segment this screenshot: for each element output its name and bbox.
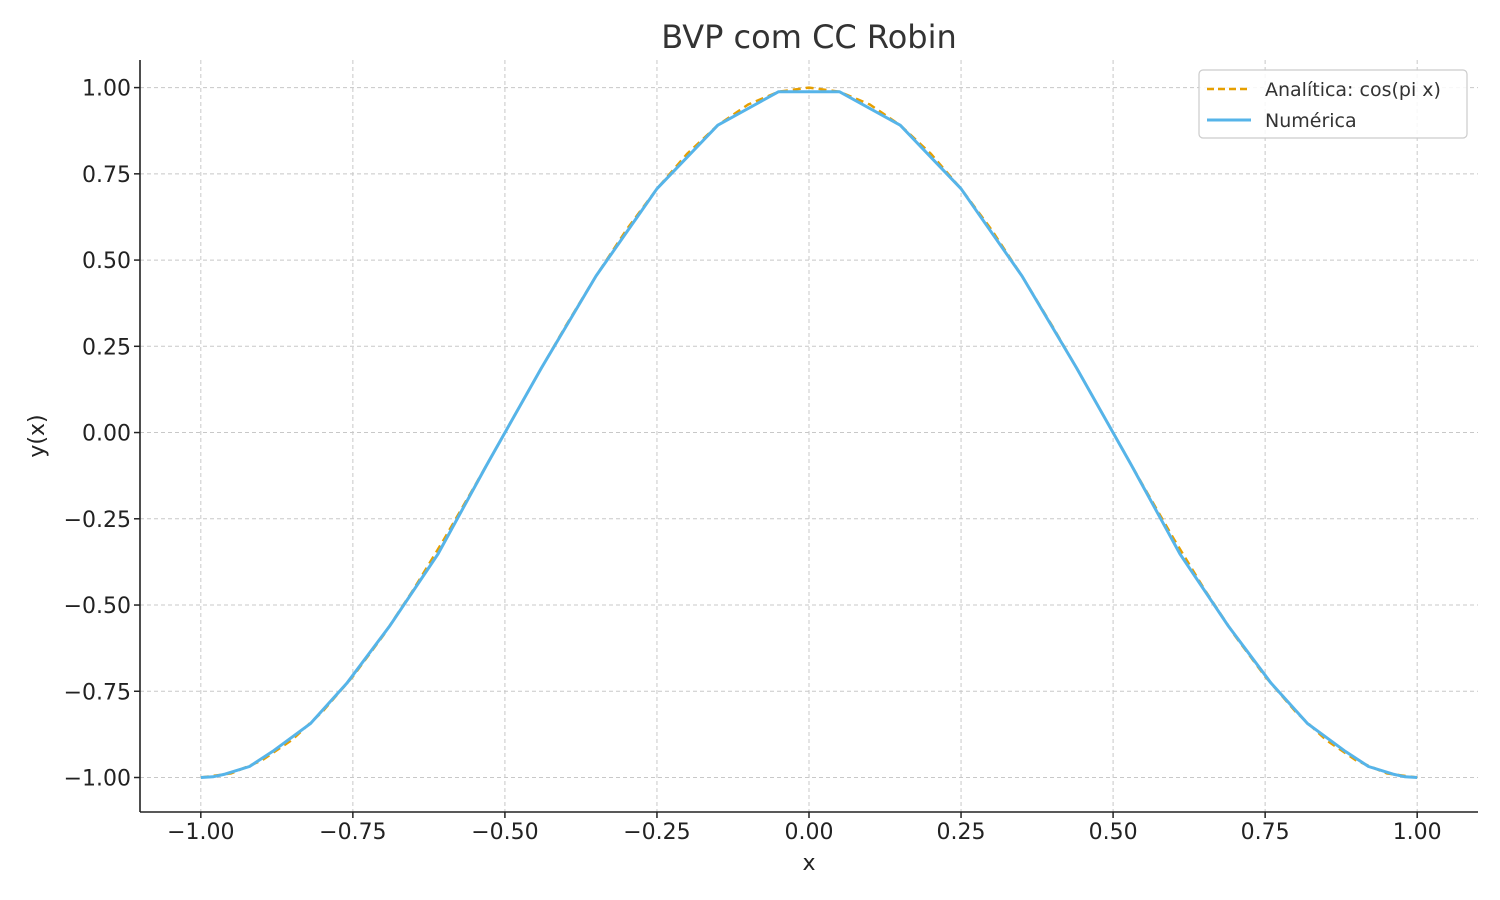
series-line-numerica: [200, 90, 1418, 779]
legend-label-numerica: Numérica: [1265, 110, 1357, 132]
legend-box: [1198, 69, 1468, 139]
y-tick-label: 0.50: [82, 249, 131, 274]
series-layer: [200, 86, 1418, 779]
y-tick-label: −0.75: [64, 680, 131, 705]
x-tick-label: 0.25: [937, 820, 986, 845]
y-axis-label: y(x): [25, 414, 50, 457]
y-tick-label: −1.00: [64, 767, 131, 792]
chart-title: BVP com CC Robin: [661, 18, 957, 56]
x-tick-label: 0.75: [1241, 820, 1290, 845]
x-tick-label: 1.00: [1393, 820, 1442, 845]
grid-lines: [140, 60, 1478, 812]
legend-label-analitica: Analítica: cos(pi x): [1265, 79, 1441, 101]
y-tick-label: 1.00: [82, 77, 131, 102]
x-tick-label: −0.75: [319, 820, 386, 845]
y-tick-label: −0.50: [64, 594, 131, 619]
x-tick-label: 0.00: [785, 820, 834, 845]
y-tick-label: 0.75: [82, 163, 131, 188]
x-tick-label: −0.25: [623, 820, 690, 845]
x-tick-label: 0.50: [1089, 820, 1138, 845]
ticks: −1.00 −0.75 −0.50 −0.25 0.00 0.25 0.50 0.75 1.00…: [64, 77, 1442, 845]
legend: Analítica: cos(pi x) Numérica: [1198, 69, 1468, 139]
y-tick-label: −0.25: [64, 508, 131, 533]
x-axis-label: x: [802, 851, 815, 876]
y-tick-label: 0.00: [82, 422, 131, 447]
x-tick-label: −1.00: [167, 820, 234, 845]
y-tick-label: 0.25: [82, 335, 131, 360]
x-tick-label: −0.50: [471, 820, 538, 845]
